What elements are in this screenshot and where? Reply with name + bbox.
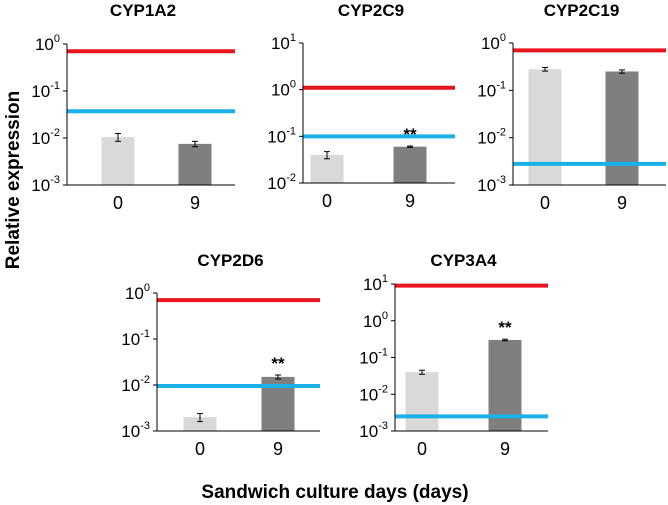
- y-tick-label: 10-2: [267, 172, 296, 193]
- y-axis-label: Relative expression: [3, 91, 24, 269]
- chart-title: CYP2C19: [544, 1, 620, 20]
- x-tick-label: 9: [405, 191, 415, 211]
- bar-day-0: [310, 154, 344, 183]
- chart-panel-cyp3a4: CYP3A4 0 ** 9 101 100 10-1 10-2 10-3: [359, 251, 548, 459]
- bar-day-9: [605, 71, 639, 185]
- bar-day-9: [393, 146, 427, 183]
- y-tick-label: 10-1: [267, 125, 296, 146]
- x-tick-label: 0: [322, 191, 332, 211]
- x-tick-label: 9: [617, 193, 627, 213]
- x-tick-label: 0: [417, 439, 427, 459]
- y-tick-label: 101: [363, 273, 388, 294]
- x-tick-label: 9: [273, 439, 283, 459]
- y-tick-label: 100: [363, 310, 388, 331]
- error-bar: [192, 140, 198, 148]
- y-tick-label: 10-3: [477, 174, 506, 195]
- x-tick-label: 9: [500, 439, 510, 459]
- error-bar: [324, 151, 330, 160]
- bar-day-0: [405, 372, 439, 431]
- error-bar: [542, 66, 548, 72]
- y-tick-label: 10-2: [477, 127, 506, 148]
- x-tick-label: 0: [113, 193, 123, 213]
- y-tick-label: 10-3: [121, 420, 150, 441]
- bar-day-0: [101, 137, 135, 185]
- y-tick-label: 10-2: [31, 127, 60, 148]
- y-tick-label: 100: [481, 32, 506, 53]
- error-bar: [115, 132, 121, 142]
- y-tick-label: 10-1: [121, 328, 150, 349]
- y-tick-label: 100: [271, 79, 296, 100]
- y-tick-label: 100: [125, 282, 150, 303]
- error-bar: [502, 338, 508, 342]
- y-tick-label: 10-2: [359, 383, 388, 404]
- x-axis-label: Sandwich culture days (days): [201, 482, 468, 503]
- y-tick-label: 10-1: [359, 347, 388, 368]
- chart-title: CYP2C9: [338, 1, 404, 20]
- y-tick-label: 100: [35, 33, 60, 54]
- chart-panel-cyp2d6: CYP2D6 0 ** 9 100 10-1 10-2 10-3: [121, 251, 320, 459]
- x-tick-label: 9: [190, 193, 200, 213]
- bar-day-0: [183, 417, 217, 431]
- error-bar: [419, 369, 425, 375]
- error-bar: [197, 413, 203, 423]
- y-tick-label: 101: [271, 32, 296, 53]
- error-bar: [619, 69, 625, 74]
- bar-day-0: [528, 69, 562, 185]
- x-tick-label: 0: [195, 439, 205, 459]
- bar-day-9: [178, 143, 212, 185]
- chart-panel-cyp2c19: CYP2C19 0 9 100 10-1 10-2 10-3: [477, 1, 666, 213]
- significance-marker: **: [271, 354, 285, 373]
- error-bar: [407, 145, 413, 148]
- y-tick-label: 10-2: [121, 374, 150, 395]
- chart-title: CYP2D6: [197, 251, 263, 270]
- error-bar: [275, 374, 281, 380]
- x-tick-label: 0: [540, 193, 550, 213]
- chart-title: CYP3A4: [430, 251, 497, 270]
- chart-panel-cyp1a2: CYP1A2 0 9 100 10-1 10-2 10-3: [31, 1, 235, 213]
- y-tick-label: 10-1: [31, 80, 60, 101]
- chart-title: CYP1A2: [110, 1, 176, 20]
- significance-marker: **: [498, 318, 512, 337]
- y-tick-label: 10-3: [359, 420, 388, 441]
- y-tick-label: 10-1: [477, 79, 506, 100]
- y-tick-label: 10-3: [31, 174, 60, 195]
